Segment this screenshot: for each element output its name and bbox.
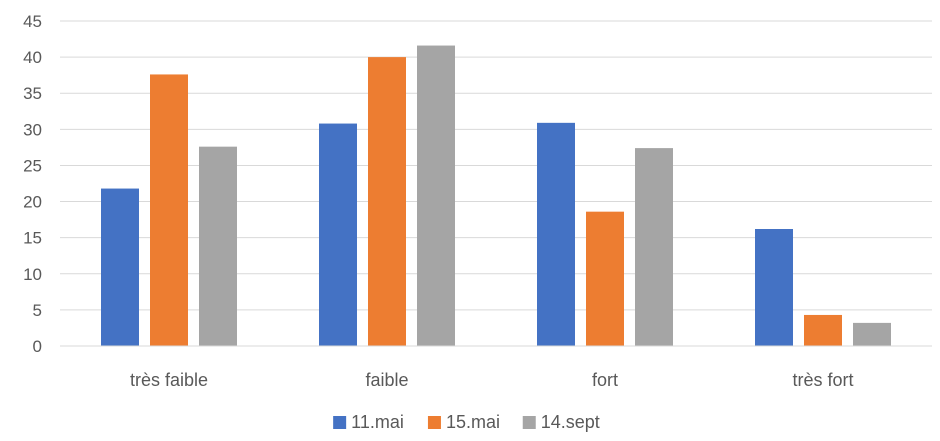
- y-tick-label: 20: [23, 193, 42, 212]
- legend-label: 11.mai: [351, 412, 404, 432]
- x-category-label: faible: [365, 370, 408, 390]
- y-tick-label: 40: [23, 48, 42, 67]
- legend-swatch: [333, 416, 347, 429]
- bar-11-mai-0: [101, 188, 139, 346]
- y-tick-label: 45: [23, 12, 42, 31]
- y-tick-label: 25: [23, 156, 42, 175]
- bar-14-sept-3: [853, 322, 891, 346]
- y-tick-label: 35: [23, 84, 42, 103]
- bar-14-sept-2: [635, 148, 673, 346]
- bar-11-mai-3: [755, 229, 793, 346]
- y-axis-tick-labels: 0 5 10 15 20 25 30 35 40 45: [23, 12, 42, 356]
- x-category-label: très faible: [130, 370, 208, 390]
- bar-15-mai-1: [368, 57, 406, 346]
- bar-14-sept-1: [417, 45, 455, 347]
- bars: [101, 45, 891, 347]
- legend-swatch: [427, 416, 441, 429]
- y-tick-label: 5: [33, 301, 42, 320]
- bar-14-sept-0: [199, 146, 237, 346]
- bar-15-mai-3: [804, 314, 842, 346]
- gridlines: [60, 20, 932, 311]
- legend-swatch: [522, 416, 536, 429]
- bar-15-mai-2: [586, 211, 624, 346]
- x-axis-category-labels: très faible faible fort très fort: [130, 370, 854, 390]
- bar-15-mai-0: [150, 74, 188, 346]
- legend-label: 15.mai: [446, 412, 500, 432]
- y-tick-label: 30: [23, 120, 42, 139]
- y-tick-label: 15: [23, 229, 42, 248]
- legend-label: 14.sept: [541, 412, 600, 432]
- bar-11-mai-1: [319, 123, 357, 346]
- legend: 11.mai 15.mai 14.sept: [333, 412, 600, 432]
- x-category-label: fort: [592, 370, 618, 390]
- y-tick-label: 10: [23, 265, 42, 284]
- y-tick-label: 0: [33, 337, 42, 356]
- x-category-label: très fort: [792, 370, 853, 390]
- bar-11-mai-2: [537, 122, 575, 346]
